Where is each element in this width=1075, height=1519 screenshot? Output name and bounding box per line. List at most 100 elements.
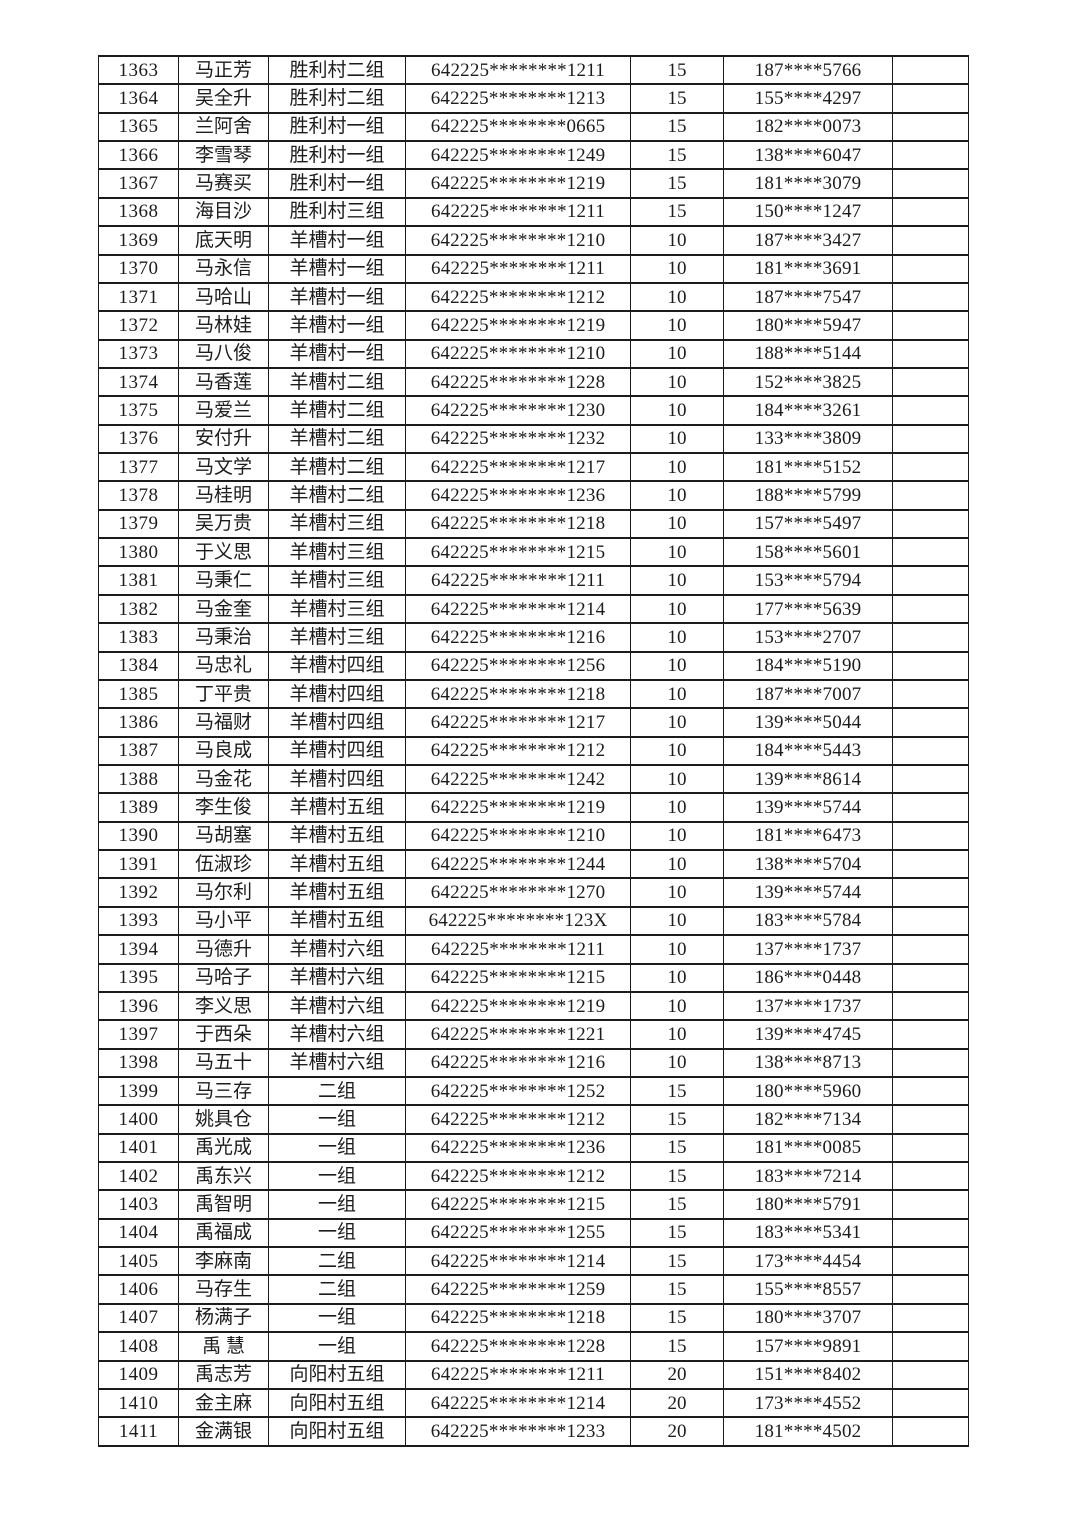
cell-quantity: 10: [630, 707, 724, 738]
cell-masked-id-number: 642225********1210: [405, 338, 631, 369]
cell-masked-phone: 152****3825: [723, 366, 893, 398]
cell-masked-phone: 184****5190: [723, 650, 893, 681]
cell-village-group: 向阳村五组: [268, 1387, 406, 1419]
cell-village-group: 羊槽村四组: [268, 650, 406, 681]
cell-masked-phone: 157****5497: [723, 508, 893, 540]
cell-serial-number: 1391: [98, 849, 179, 880]
table-row: 1394 马德升 羊槽村六组 642225********1211 10 137****1…: [98, 934, 969, 965]
cell-quantity: 10: [630, 395, 724, 426]
cell-blank: [892, 1019, 969, 1050]
cell-serial-number: 1365: [98, 111, 179, 143]
cell-quantity: 10: [630, 905, 724, 937]
cell-quantity: 10: [630, 820, 724, 852]
cell-village-group: 羊槽村三组: [268, 508, 406, 540]
cell-quantity: 15: [630, 1075, 724, 1107]
cell-blank: [892, 962, 969, 993]
cell-blank: [892, 990, 969, 1022]
cell-quantity: 10: [630, 366, 724, 398]
cell-quantity: 10: [630, 225, 724, 256]
cell-masked-phone: 155****4297: [723, 83, 893, 114]
cell-serial-number: 1369: [98, 225, 179, 256]
table-row: 1397 于西朵 羊槽村六组 642225********1221 10 139****4…: [98, 1019, 969, 1050]
cell-quantity: 10: [630, 622, 724, 653]
cell-serial-number: 1380: [98, 537, 179, 568]
cell-masked-id-number: 642225********1221: [405, 1019, 631, 1050]
cell-masked-id-number: 642225********1216: [405, 622, 631, 653]
cell-masked-phone: 138****5704: [723, 849, 893, 880]
cell-serial-number: 1379: [98, 508, 179, 540]
cell-village-group: 羊槽村六组: [268, 962, 406, 993]
cell-masked-phone: 181****3079: [723, 168, 893, 199]
cell-person-name: 马秉仁: [178, 565, 269, 596]
cell-person-name: 李生俊: [178, 792, 269, 823]
table-row: 1399 马三存 二组 642225********1252 15 180****5960: [98, 1075, 969, 1107]
cell-person-name: 于西朵: [178, 1019, 269, 1050]
cell-blank: [892, 1416, 969, 1447]
cell-quantity: 10: [630, 480, 724, 511]
cell-masked-id-number: 642225********1233: [405, 1416, 631, 1447]
cell-quantity: 10: [630, 253, 724, 284]
cell-quantity: 15: [630, 140, 724, 171]
cell-village-group: 羊槽村五组: [268, 820, 406, 852]
cell-blank: [892, 54, 969, 86]
table-row: 1393 马小平 羊槽村五组 642225********123X 10 183****5…: [98, 905, 969, 937]
cell-quantity: 10: [630, 962, 724, 993]
cell-village-group: 胜利村三组: [268, 196, 406, 228]
cell-village-group: 羊槽村五组: [268, 905, 406, 937]
cell-serial-number: 1377: [98, 452, 179, 483]
cell-blank: [892, 1075, 969, 1107]
table-row: 1383 马秉治 羊槽村三组 642225********1216 10 153****2…: [98, 622, 969, 653]
cell-masked-phone: 153****2707: [723, 622, 893, 653]
cell-masked-phone: 188****5144: [723, 338, 893, 369]
cell-blank: [892, 338, 969, 369]
table-row: 1390 马胡塞 羊槽村五组 642225********1210 10 181****6…: [98, 820, 969, 852]
cell-masked-id-number: 642225********1211: [405, 1359, 631, 1390]
cell-blank: [892, 140, 969, 171]
cell-serial-number: 1392: [98, 877, 179, 908]
cell-masked-phone: 183****7214: [723, 1161, 893, 1192]
cell-quantity: 15: [630, 1161, 724, 1192]
cell-masked-id-number: 642225********1252: [405, 1075, 631, 1107]
cell-person-name: 马桂明: [178, 480, 269, 511]
table-row: 1373 马八俊 羊槽村一组 642225********1210 10 188****5…: [98, 338, 969, 369]
cell-village-group: 一组: [268, 1217, 406, 1249]
cell-masked-id-number: 642225********1219: [405, 792, 631, 823]
cell-person-name: 杨满子: [178, 1302, 269, 1334]
cell-serial-number: 1396: [98, 990, 179, 1022]
cell-village-group: 胜利村一组: [268, 111, 406, 143]
cell-masked-phone: 157****9891: [723, 1331, 893, 1362]
cell-masked-id-number: 642225********1216: [405, 1047, 631, 1078]
cell-quantity: 20: [630, 1416, 724, 1447]
cell-blank: [892, 310, 969, 341]
table-row: 1370 马永信 羊槽村一组 642225********1211 10 181****3…: [98, 253, 969, 284]
cell-person-name: 马文学: [178, 452, 269, 483]
cell-person-name: 马永信: [178, 253, 269, 284]
cell-village-group: 羊槽村四组: [268, 707, 406, 738]
cell-village-group: 羊槽村四组: [268, 735, 406, 766]
cell-village-group: 羊槽村三组: [268, 565, 406, 596]
cell-quantity: 15: [630, 1189, 724, 1220]
cell-blank: [892, 763, 969, 795]
cell-masked-phone: 181****5152: [723, 452, 893, 483]
cell-masked-id-number: 642225********1212: [405, 1104, 631, 1135]
cell-serial-number: 1399: [98, 1075, 179, 1107]
cell-village-group: 向阳村五组: [268, 1416, 406, 1447]
cell-village-group: 羊槽村四组: [268, 763, 406, 795]
cell-quantity: 15: [630, 54, 724, 86]
cell-blank: [892, 707, 969, 738]
cell-masked-id-number: 642225********1212: [405, 281, 631, 313]
cell-masked-id-number: 642225********1249: [405, 140, 631, 171]
cell-serial-number: 1393: [98, 905, 179, 937]
cell-serial-number: 1381: [98, 565, 179, 596]
cell-blank: [892, 792, 969, 823]
cell-quantity: 20: [630, 1359, 724, 1390]
table-row: 1386 马福财 羊槽村四组 642225********1217 10 139****5…: [98, 707, 969, 738]
cell-village-group: 向阳村五组: [268, 1359, 406, 1390]
cell-person-name: 马小平: [178, 905, 269, 937]
cell-serial-number: 1403: [98, 1189, 179, 1220]
cell-masked-id-number: 642225********1215: [405, 537, 631, 568]
cell-person-name: 底天明: [178, 225, 269, 256]
cell-quantity: 20: [630, 1387, 724, 1419]
cell-quantity: 10: [630, 650, 724, 681]
